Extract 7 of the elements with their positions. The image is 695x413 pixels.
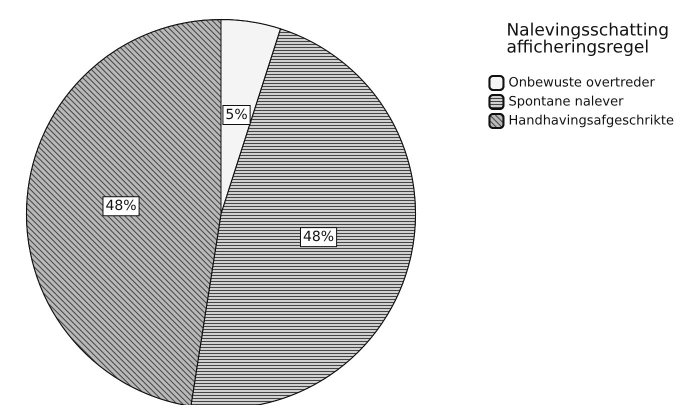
data-label: 48% <box>302 229 334 246</box>
legend-label: Onbewuste overtreder <box>508 76 656 90</box>
legend-label: Spontane nalever <box>508 94 624 110</box>
data-label: 5% <box>225 106 248 123</box>
legend-label: Handhavingsafgeschrikte <box>508 114 674 128</box>
legend-title: Nalevingsschatting afficheringsregel <box>506 20 670 58</box>
data-label: 48% <box>105 198 137 214</box>
